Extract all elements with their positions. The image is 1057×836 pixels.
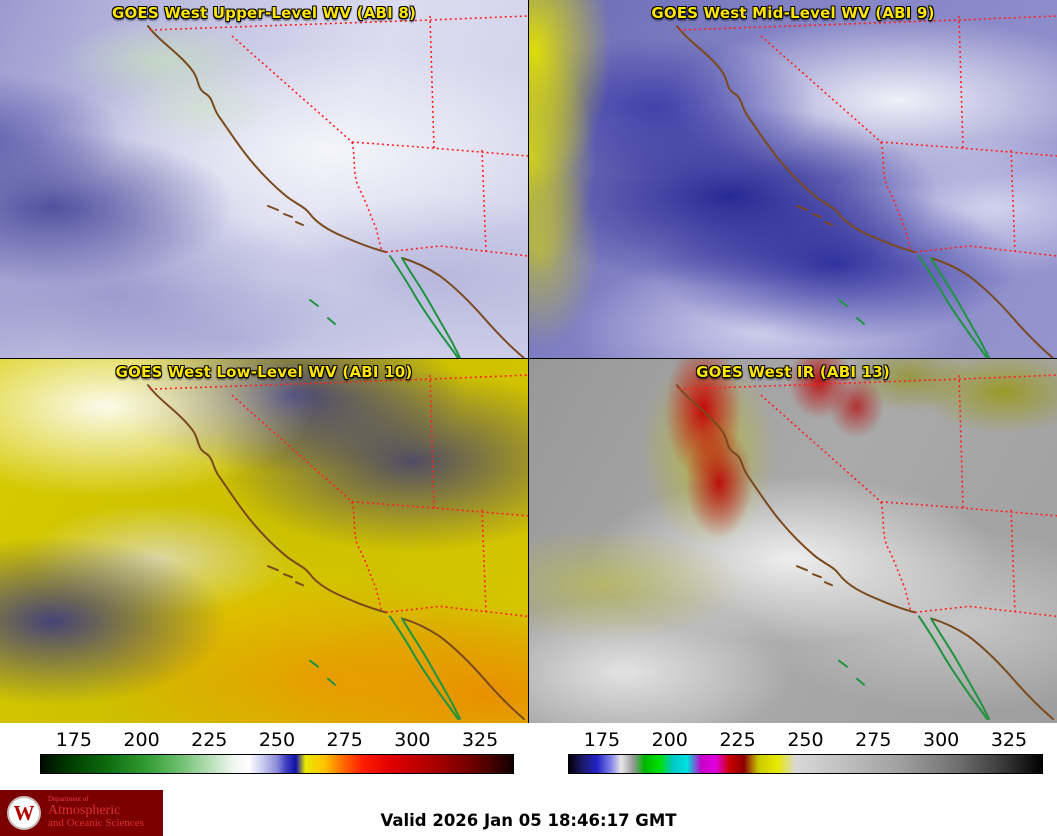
panel-title-mid-wv: GOES West Mid-Level WV (ABI 9) xyxy=(651,4,935,22)
tick-label: 250 xyxy=(787,729,824,751)
tick-label: 175 xyxy=(583,729,621,751)
panel-title-upper-wv: GOES West Upper-Level WV (ABI 8) xyxy=(111,4,417,22)
logo-line-atmospheric: Atmospheric xyxy=(48,802,121,818)
tick-label: 275 xyxy=(326,729,363,751)
logo-line-oceanic: and Oceanic Sciences xyxy=(48,817,144,830)
panel-title-low-wv: GOES West Low-Level WV (ABI 10) xyxy=(115,363,413,381)
tick-label: 300 xyxy=(923,729,960,751)
wv-colorbar-ticks: 175 200 225 250 275 300 325 xyxy=(40,729,514,751)
panel-ir: GOES West IR (ABI 13) xyxy=(529,359,1057,723)
tick-label: 325 xyxy=(990,729,1028,751)
map-overlay xyxy=(146,374,528,720)
panel-title-ir: GOES West IR (ABI 13) xyxy=(696,363,890,381)
wv-colorbar-gradient xyxy=(40,754,514,774)
map-overlay xyxy=(147,15,528,358)
tick-label: 225 xyxy=(719,729,756,751)
map-overlay xyxy=(675,374,1057,720)
ir-colorbar-gradient xyxy=(568,754,1043,774)
panel-mid-level-wv: GOES West Mid-Level WV (ABI 9) xyxy=(529,0,1057,358)
tick-label: 275 xyxy=(855,729,892,751)
tick-label: 300 xyxy=(394,729,431,751)
uw-crest-icon: W xyxy=(7,796,41,830)
panel-upper-level-wv: GOES West Upper-Level WV (ABI 8) xyxy=(0,0,528,358)
uw-aos-logo: W Department of Atmospheric and Oceanic … xyxy=(0,790,163,836)
map-overlay xyxy=(676,15,1057,358)
logo-text: Department of Atmospheric and Oceanic Sc… xyxy=(48,795,144,830)
tick-label: 225 xyxy=(191,729,228,751)
colorbar-strip: 175 200 225 250 275 300 325 175 200 225 … xyxy=(0,723,1057,785)
tick-label: 200 xyxy=(651,729,688,751)
tick-label: 325 xyxy=(461,729,499,751)
satellite-panel-grid: GOES West Upper-Level WV (ABI 8) GOES We… xyxy=(0,0,1057,723)
logo-line-department: Department of xyxy=(48,795,89,804)
valid-timestamp: Valid 2026 Jan 05 18:46:17 GMT xyxy=(380,811,677,830)
ir-colorbar-block: 175 200 225 250 275 300 325 xyxy=(528,729,1057,785)
panel-low-level-wv: GOES West Low-Level WV (ABI 10) xyxy=(0,359,528,723)
tick-label: 175 xyxy=(55,729,92,751)
footer: W Department of Atmospheric and Oceanic … xyxy=(0,785,1057,836)
tick-label: 250 xyxy=(258,729,296,751)
wv-colorbar-block: 175 200 225 250 275 300 325 xyxy=(0,729,528,785)
ir-colorbar-ticks: 175 200 225 250 275 300 325 xyxy=(568,729,1043,751)
tick-label: 200 xyxy=(123,729,160,751)
